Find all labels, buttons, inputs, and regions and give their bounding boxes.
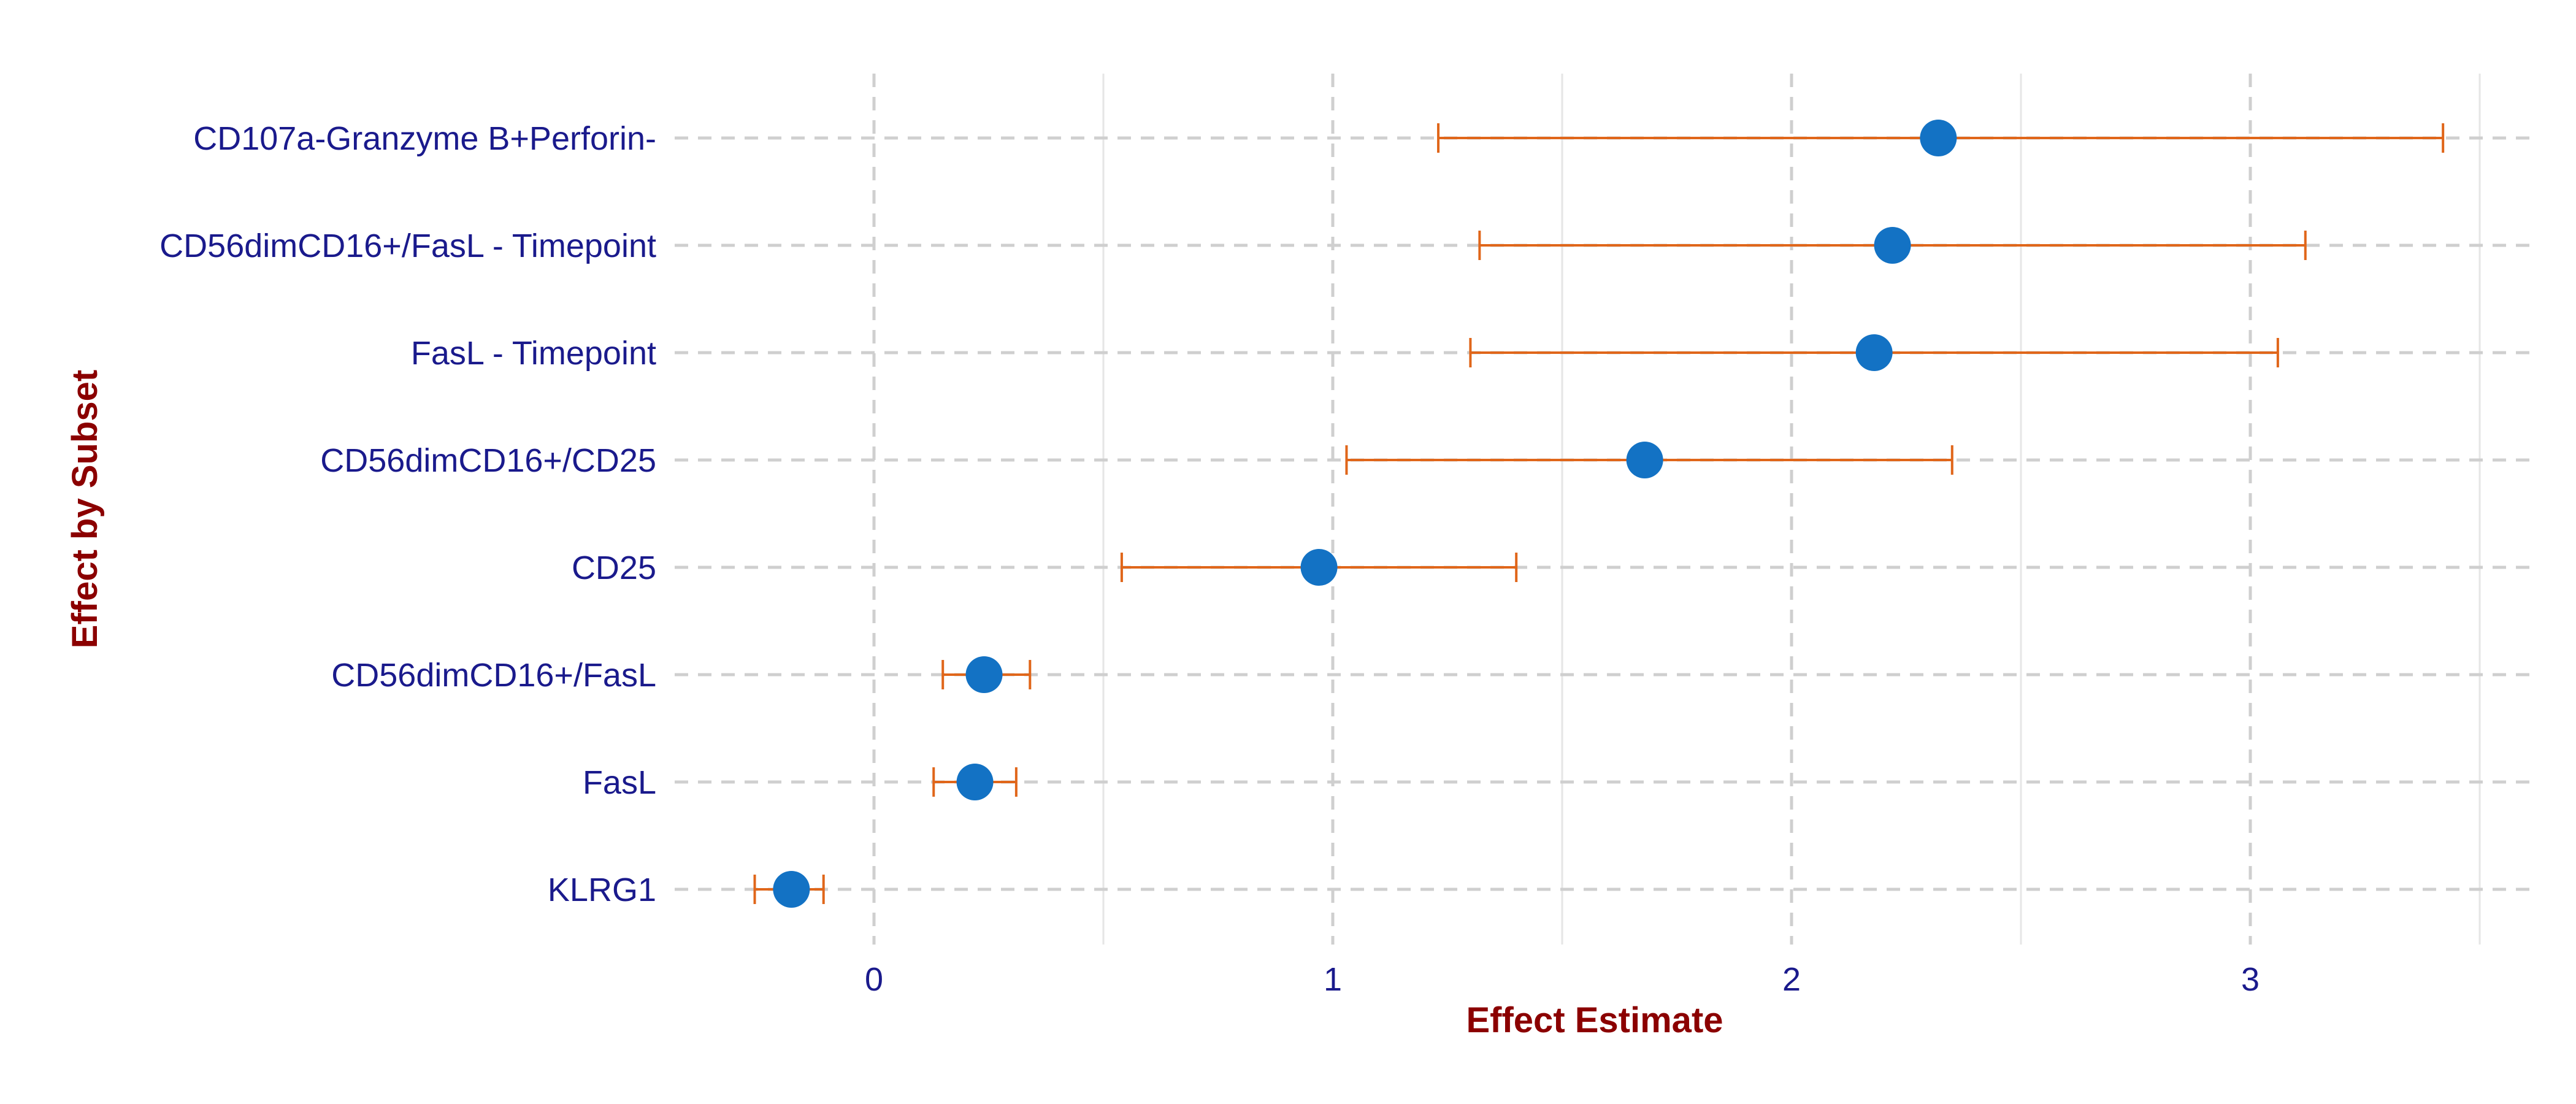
estimate-point [965, 656, 1003, 693]
category-label: FasL - Timepoint [411, 335, 656, 372]
category-label: CD56dimCD16+/CD25 [320, 442, 656, 479]
estimate-point [773, 871, 810, 908]
estimate-point [1920, 120, 1957, 156]
x-tick-label-layer: 0 1 2 3 [865, 961, 2260, 998]
estimate-point [1626, 442, 1663, 478]
category-label: CD56dimCD16+/FasL - Timepoint [159, 228, 656, 264]
category-label: CD25 [572, 550, 656, 586]
estimate-point [956, 764, 994, 800]
category-label: CD107a-Granzyme B+Perforin- [193, 120, 656, 157]
category-label-layer: CD107a-Granzyme B+Perforin- CD56dimCD16+/… [159, 120, 656, 908]
y-axis-title: Effect by Subset [65, 370, 105, 648]
point-layer [773, 120, 1957, 908]
estimate-point [1300, 549, 1338, 586]
x-axis-title: Effect Estimate [1466, 1000, 1723, 1040]
category-label: FasL [583, 764, 656, 801]
x-tick-label: 1 [1324, 961, 1342, 998]
errorbar-layer [753, 123, 2445, 904]
category-label: CD56dimCD16+/FasL [331, 657, 656, 694]
x-tick-label: 3 [2241, 961, 2260, 998]
x-tick-label: 0 [865, 961, 883, 998]
x-tick-label: 2 [1782, 961, 1801, 998]
estimate-point [1874, 227, 1911, 264]
estimate-point [1855, 334, 1893, 371]
grid-layer [675, 74, 2533, 945]
category-label: KLRG1 [548, 872, 656, 908]
